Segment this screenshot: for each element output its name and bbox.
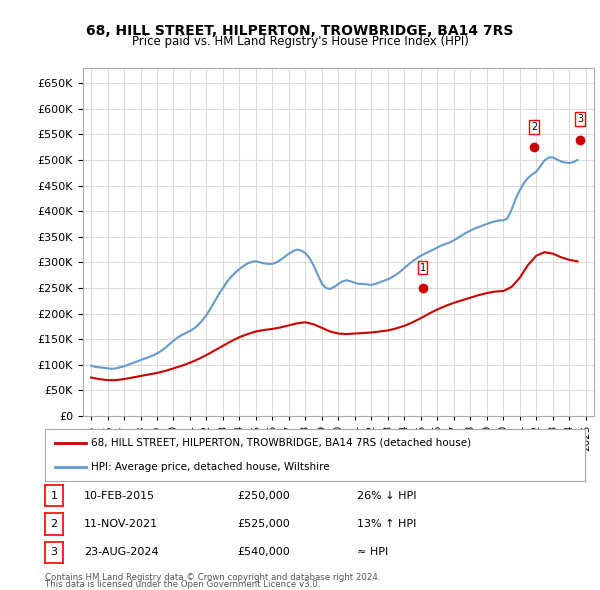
Text: HPI: Average price, detached house, Wiltshire: HPI: Average price, detached house, Wilt… <box>91 462 329 472</box>
Text: £250,000: £250,000 <box>237 491 290 500</box>
Text: 11-NOV-2021: 11-NOV-2021 <box>84 519 158 529</box>
Text: 13% ↑ HPI: 13% ↑ HPI <box>357 519 416 529</box>
Text: £525,000: £525,000 <box>237 519 290 529</box>
Text: 23-AUG-2024: 23-AUG-2024 <box>84 548 158 557</box>
Text: 2: 2 <box>531 122 537 132</box>
Text: 2: 2 <box>50 519 58 529</box>
Text: Contains HM Land Registry data © Crown copyright and database right 2024.: Contains HM Land Registry data © Crown c… <box>45 573 380 582</box>
Text: This data is licensed under the Open Government Licence v3.0.: This data is licensed under the Open Gov… <box>45 581 320 589</box>
Text: 26% ↓ HPI: 26% ↓ HPI <box>357 491 416 500</box>
Text: 3: 3 <box>50 548 58 557</box>
Text: 68, HILL STREET, HILPERTON, TROWBRIDGE, BA14 7RS (detached house): 68, HILL STREET, HILPERTON, TROWBRIDGE, … <box>91 438 471 448</box>
Text: 10-FEB-2015: 10-FEB-2015 <box>84 491 155 500</box>
Text: 3: 3 <box>577 114 583 124</box>
Text: 1: 1 <box>50 491 58 500</box>
Text: Price paid vs. HM Land Registry's House Price Index (HPI): Price paid vs. HM Land Registry's House … <box>131 35 469 48</box>
Text: £540,000: £540,000 <box>237 548 290 557</box>
Text: 1: 1 <box>419 263 426 273</box>
Text: ≈ HPI: ≈ HPI <box>357 548 388 557</box>
Text: 68, HILL STREET, HILPERTON, TROWBRIDGE, BA14 7RS: 68, HILL STREET, HILPERTON, TROWBRIDGE, … <box>86 24 514 38</box>
